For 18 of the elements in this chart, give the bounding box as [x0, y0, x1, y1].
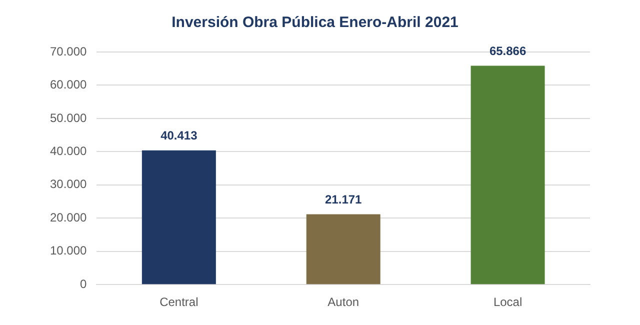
y-tick-label: 20.000: [50, 210, 88, 224]
data-label: 40.413: [160, 128, 198, 143]
x-tick-label: Auton: [328, 295, 360, 310]
y-tick-label: 70.000: [50, 44, 88, 58]
bar: [470, 66, 545, 284]
y-tick-label: 40.000: [50, 144, 88, 158]
data-label: 21.171: [325, 192, 362, 207]
chart-title: Inversión Obra Pública Enero-Abril 2021: [172, 14, 458, 32]
bar: [142, 150, 216, 284]
y-tick-label: 0: [80, 276, 88, 291]
y-tick-label: 10.000: [50, 244, 88, 258]
bar: [306, 214, 380, 284]
x-tick-label: Local: [493, 295, 522, 310]
y-tick-label: 60.000: [50, 78, 88, 92]
data-label: 65.866: [489, 44, 526, 58]
y-tick-label: 30.000: [50, 177, 88, 192]
y-tick-label: 50.000: [50, 110, 88, 125]
x-tick-label: Central: [160, 295, 198, 310]
